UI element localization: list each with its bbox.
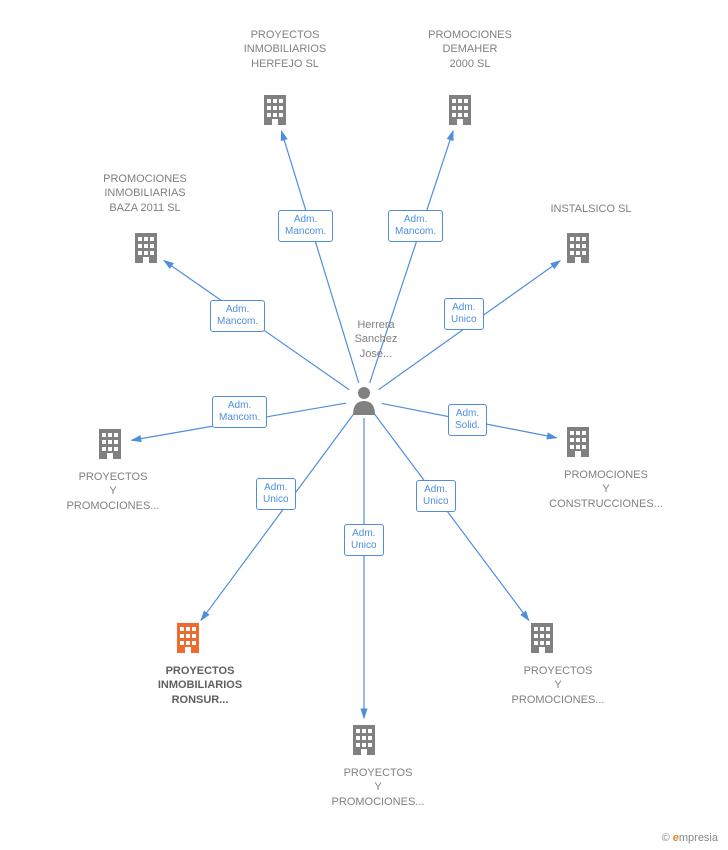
building-icon[interactable] bbox=[350, 723, 378, 757]
edge-label: Adm. Mancom. bbox=[388, 210, 443, 242]
copyright-symbol: © bbox=[662, 832, 670, 844]
building-icon[interactable] bbox=[261, 93, 289, 127]
building-icon[interactable] bbox=[564, 425, 592, 459]
building-icon[interactable] bbox=[132, 231, 160, 265]
edge-label: Adm. Unico bbox=[444, 298, 484, 330]
edge-line bbox=[281, 131, 358, 383]
edge-label: Adm. Mancom. bbox=[210, 300, 265, 332]
building-icon[interactable] bbox=[174, 621, 202, 655]
building-icon[interactable] bbox=[528, 621, 556, 655]
edge-label: Adm. Unico bbox=[344, 524, 384, 556]
building-icon[interactable] bbox=[564, 231, 592, 265]
edge-label: Adm. Solid. bbox=[448, 404, 487, 436]
building-icon[interactable] bbox=[96, 427, 124, 461]
copyright: © empresia bbox=[662, 832, 718, 844]
edge-line bbox=[375, 414, 529, 620]
brand-rest: mpresia bbox=[679, 832, 718, 844]
edge-line bbox=[201, 414, 353, 620]
person-icon[interactable] bbox=[351, 385, 377, 415]
edge-label: Adm. Unico bbox=[416, 480, 456, 512]
edge-label: Adm. Mancom. bbox=[212, 396, 267, 428]
edge-label: Adm. Unico bbox=[256, 478, 296, 510]
building-icon[interactable] bbox=[446, 93, 474, 127]
edge-label: Adm. Mancom. bbox=[278, 210, 333, 242]
